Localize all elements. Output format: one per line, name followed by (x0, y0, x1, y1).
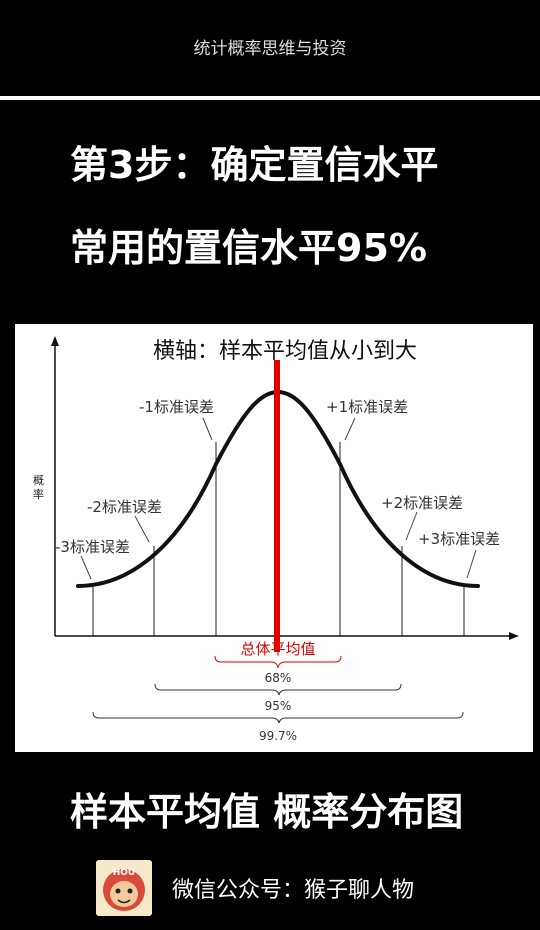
label-pos1-sd: +1标准误差 (326, 398, 408, 416)
mean-brace (214, 655, 342, 669)
axis-caption: 横轴：样本平均值从小到大 (153, 339, 417, 364)
leader-pos1 (344, 417, 356, 441)
y-axis-arrow (51, 336, 59, 346)
interval-68: 68% (265, 671, 292, 685)
leader-neg3 (80, 555, 92, 580)
label-neg3-sd: -3标准误差 (55, 538, 130, 556)
leader-neg1 (202, 417, 213, 441)
label-neg2-sd: -2标准误差 (87, 498, 162, 516)
label-leaders (80, 417, 477, 580)
confidence-level-heading: 常用的置信水平95% (70, 226, 427, 270)
label-pos2-sd: +2标准误差 (381, 494, 463, 512)
normal-distribution-figure: 概 率 -1标准误差 +1标准误差 -2标准误差 +2标准误差 (15, 324, 533, 752)
header-divider (0, 96, 540, 100)
brace-3sd (92, 711, 464, 724)
brace-2sd (154, 683, 402, 696)
chart-caption-heading: 样本平均值 概率分布图 (70, 790, 464, 834)
sd-lines (92, 442, 465, 636)
label-neg1-sd: -1标准误差 (139, 398, 214, 416)
interval-95: 95% (265, 699, 292, 713)
monkey-avatar-icon: HOU (96, 860, 152, 916)
avatar: HOU (96, 860, 152, 916)
top-bar: 统计概率思维与投资 (0, 0, 540, 100)
interval-997: 99.7% (259, 729, 297, 743)
leader-neg2 (134, 515, 150, 543)
signature: 微信公众号：猴子聊人物 (172, 878, 415, 903)
mean-line (274, 360, 280, 652)
page-title: 统计概率思维与投资 (193, 39, 347, 59)
distribution-diagram: 概 率 -1标准误差 +1标准误差 -2标准误差 +2标准误差 (33, 336, 519, 743)
avatar-text: HOU (113, 868, 136, 878)
y-axis-label-char-1: 概 (33, 474, 44, 487)
x-axis-arrow (509, 632, 519, 640)
label-pos3-sd: +3标准误差 (418, 530, 500, 548)
mean-label: 总体平均值 (240, 640, 315, 658)
step-heading: 第3步：确定置信水平 (70, 143, 439, 187)
leader-pos2 (405, 511, 418, 541)
footer: HOU 微信公众号：猴子聊人物 (0, 856, 540, 920)
leader-pos3 (466, 549, 477, 579)
y-axis-label-char-2: 率 (33, 487, 44, 501)
